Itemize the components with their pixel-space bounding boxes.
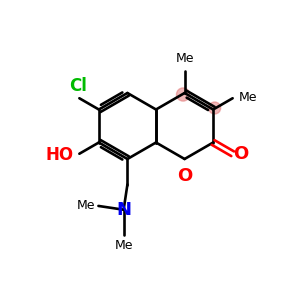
Circle shape	[209, 102, 221, 114]
Text: Cl: Cl	[69, 77, 87, 95]
Circle shape	[176, 88, 190, 101]
Text: O: O	[177, 167, 192, 185]
Text: Me: Me	[238, 91, 257, 104]
Text: HO: HO	[45, 146, 74, 164]
Text: Me: Me	[77, 200, 95, 212]
Text: N: N	[116, 201, 131, 219]
Text: O: O	[233, 145, 249, 163]
Text: Me: Me	[175, 52, 194, 65]
Text: Me: Me	[114, 239, 133, 252]
